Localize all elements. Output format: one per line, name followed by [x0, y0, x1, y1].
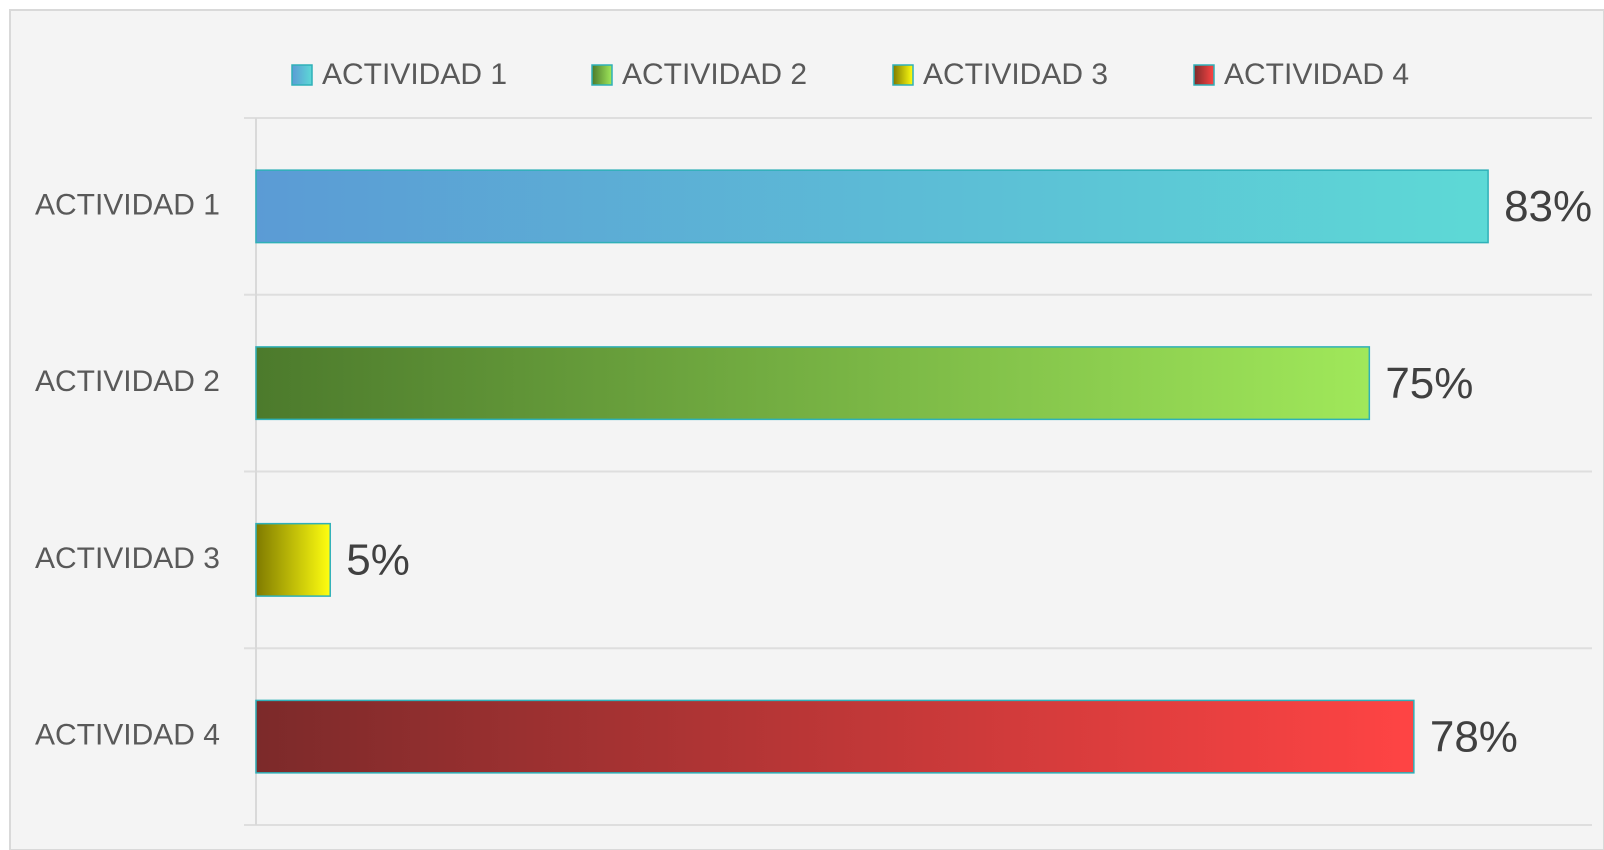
y-tick-label: ACTIVIDAD 1 — [35, 188, 220, 221]
y-tick-label: ACTIVIDAD 2 — [35, 365, 220, 398]
bar — [255, 169, 1489, 244]
value-label: 83% — [1504, 182, 1592, 231]
legend-swatch — [1193, 64, 1215, 86]
value-label: 78% — [1430, 712, 1518, 761]
legend-swatch — [892, 64, 914, 86]
y-tick-label: ACTIVIDAD 3 — [35, 542, 220, 575]
legend-swatch — [591, 64, 613, 86]
legend-label: ACTIVIDAD 1 — [322, 58, 507, 91]
legend-label: ACTIVIDAD 2 — [622, 58, 807, 91]
value-label: 75% — [1385, 359, 1473, 408]
bar — [255, 346, 1371, 421]
legend-swatch — [291, 64, 313, 86]
y-tick-label: ACTIVIDAD 4 — [35, 719, 220, 752]
legend-label: ACTIVIDAD 4 — [1224, 58, 1409, 91]
legend-label: ACTIVIDAD 3 — [923, 58, 1108, 91]
bar — [255, 699, 1415, 774]
bar — [255, 522, 331, 597]
value-label: 5% — [346, 536, 410, 585]
